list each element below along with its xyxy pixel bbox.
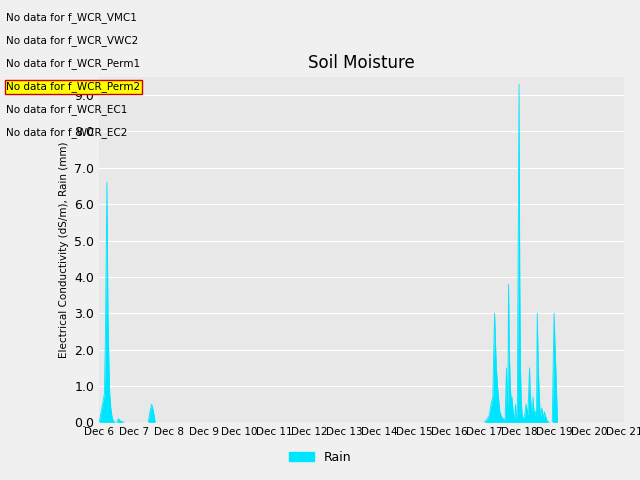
Legend: Rain: Rain	[284, 446, 356, 469]
Y-axis label: Electrical Conductivity (dS/m), Rain (mm): Electrical Conductivity (dS/m), Rain (mm…	[59, 141, 68, 358]
Text: No data for f_WCR_Perm1: No data for f_WCR_Perm1	[6, 58, 141, 69]
Text: No data for f_WCR_Perm2: No data for f_WCR_Perm2	[6, 81, 141, 92]
Text: No data for f_WCR_VMC1: No data for f_WCR_VMC1	[6, 12, 137, 23]
Text: No data for f_WCR_EC1: No data for f_WCR_EC1	[6, 104, 128, 115]
Title: Soil Moisture: Soil Moisture	[308, 54, 415, 72]
Text: No data for f_WCR_VWC2: No data for f_WCR_VWC2	[6, 35, 139, 46]
Text: No data for f_WCR_EC2: No data for f_WCR_EC2	[6, 127, 128, 138]
